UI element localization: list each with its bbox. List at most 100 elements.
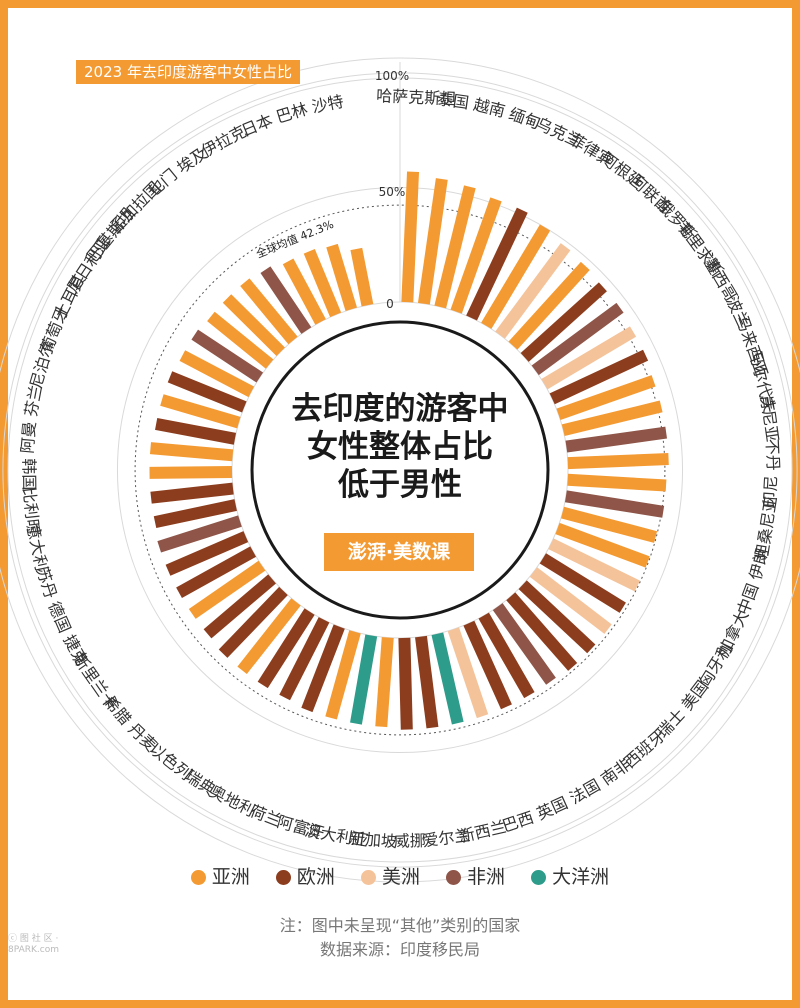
country-label-27: 英国 — [534, 793, 571, 823]
legend-item-europe: 欧洲 — [275, 862, 335, 889]
chart-bars — [149, 171, 669, 730]
bar-21 — [539, 553, 626, 613]
country-label-60: 巴林 — [274, 99, 310, 126]
center-headline: 去印度的游客中 女性整体占比 低于男性 — [266, 390, 534, 504]
bar-5 — [481, 224, 551, 329]
bar-50 — [160, 394, 241, 429]
bar-2 — [434, 185, 476, 309]
bar-38 — [237, 598, 301, 675]
bar-56 — [240, 278, 298, 345]
bar-31 — [398, 637, 413, 730]
country-label-31: 威挪 — [393, 831, 426, 851]
country-label-1: 泰国 — [436, 89, 470, 112]
center-line-3: 低于男性 — [338, 467, 462, 503]
country-label-0: 哈萨克斯坦 — [376, 86, 457, 108]
legend-item-oceania: 大洋洲 — [531, 862, 609, 889]
chart-grid — [0, 57, 800, 883]
bar-43 — [165, 531, 249, 576]
legend-item-asia: 亚洲 — [190, 862, 250, 889]
bar-18 — [560, 506, 658, 543]
bar-6 — [495, 243, 571, 339]
bar-46 — [150, 482, 234, 504]
bar-30 — [415, 635, 439, 729]
country-label-14: 肯尼亚 — [757, 393, 783, 443]
bar-60 — [326, 243, 358, 311]
bar-42 — [176, 546, 257, 598]
bar-12 — [556, 375, 656, 420]
bar-15 — [567, 453, 669, 470]
bar-59 — [303, 249, 342, 318]
bar-58 — [282, 258, 326, 325]
note-text: 注：图中未呈现“其他”类别的国家 — [279, 916, 521, 935]
average-reference-line — [134, 204, 666, 736]
bar-37 — [257, 608, 315, 689]
bar-29 — [431, 632, 464, 725]
bar-34 — [325, 630, 361, 720]
bar-41 — [188, 560, 266, 619]
country-label-18: 伊朗 — [746, 546, 772, 582]
bar-24 — [506, 592, 578, 671]
bar-23 — [518, 580, 596, 654]
country-label-48: 阿曼 — [18, 421, 40, 455]
country-label-15: 不丹 — [763, 438, 783, 471]
bar-13 — [561, 400, 663, 437]
bar-33 — [350, 634, 378, 725]
tick-label-100: 100% — [375, 69, 409, 83]
bar-47 — [149, 465, 233, 479]
bar-52 — [179, 350, 255, 398]
bar-28 — [447, 627, 489, 719]
country-label-26: 法国 — [566, 775, 603, 807]
source-text: 数据来源：印度移民局 — [319, 940, 480, 959]
bar-10 — [541, 326, 637, 390]
bar-17 — [564, 490, 665, 518]
bar-57 — [260, 266, 312, 334]
bar-26 — [478, 612, 535, 699]
country-label-47: 韩国 — [19, 458, 38, 490]
legend: 亚洲 欧洲 美洲 非洲 大洋洲 — [0, 862, 800, 889]
chart-title: 2023 年去印度游客中女性占比 — [76, 60, 300, 84]
center-line-2: 女性整体占比 — [307, 429, 493, 465]
bar-27 — [463, 620, 512, 710]
bar-1 — [417, 178, 448, 305]
country-label-59: 日本 — [239, 111, 276, 141]
bar-40 — [203, 574, 276, 639]
bar-16 — [567, 473, 667, 492]
bar-19 — [555, 522, 650, 568]
country-label-32: 新加坡 — [348, 829, 397, 851]
average-label: 全球均值 42.3% — [254, 217, 336, 261]
bar-44 — [157, 515, 242, 553]
legend-dot-europe — [275, 870, 291, 885]
bar-49 — [155, 418, 237, 445]
legend-dot-americas — [360, 870, 376, 885]
country-label-30: 爱尔兰 — [421, 826, 471, 851]
center-line-1: 去印度的游客中 — [291, 391, 509, 427]
country-label-16: 印尼 — [760, 475, 781, 508]
bar-39 — [218, 586, 288, 658]
bar-53 — [191, 329, 264, 383]
legend-dot-africa — [446, 870, 462, 885]
bar-54 — [207, 311, 274, 369]
bar-7 — [508, 261, 590, 350]
bar-20 — [548, 538, 641, 592]
bar-32 — [375, 637, 394, 728]
legend-item-africa: 非洲 — [446, 862, 505, 889]
bar-4 — [466, 207, 528, 321]
country-label-2: 越南 — [472, 95, 508, 121]
legend-item-americas: 美洲 — [360, 862, 420, 889]
bar-45 — [153, 499, 237, 529]
bar-0 — [401, 171, 420, 303]
country-label-46: 比利时 — [19, 486, 43, 536]
bar-3 — [450, 197, 502, 314]
bar-9 — [531, 302, 624, 376]
tick-label-50: 50% — [379, 185, 406, 199]
bar-25 — [492, 603, 556, 685]
watermark: ⓒ 图 社 区 · 8PARK.com — [8, 934, 59, 955]
legend-dot-oceania — [531, 870, 547, 885]
country-label-61: 沙特 — [310, 92, 345, 117]
bar-8 — [520, 282, 607, 362]
grid-ring-4 — [0, 57, 800, 883]
tick-label-0: 0 — [386, 297, 394, 311]
bar-48 — [149, 442, 234, 462]
bar-51 — [167, 371, 247, 413]
